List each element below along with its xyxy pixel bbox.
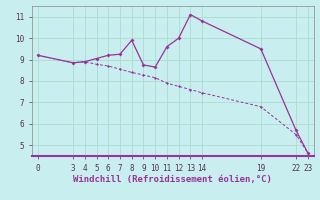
X-axis label: Windchill (Refroidissement éolien,°C): Windchill (Refroidissement éolien,°C) [73, 175, 272, 184]
